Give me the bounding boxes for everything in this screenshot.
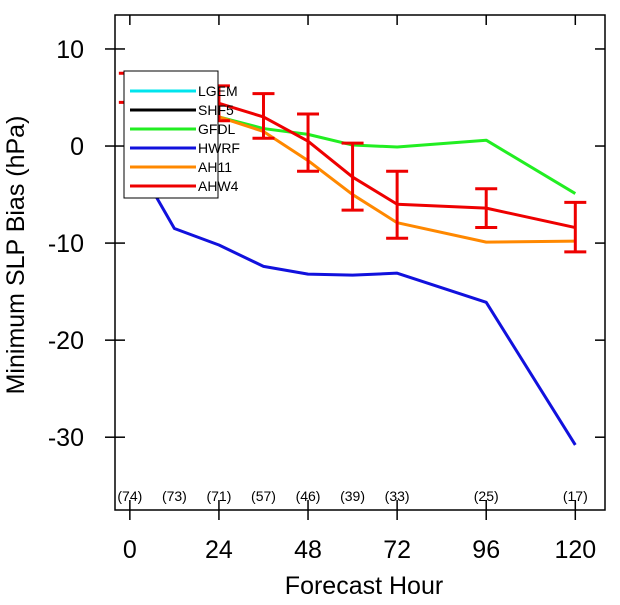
y-tick-label--20: -20 <box>48 327 84 355</box>
sample-count-96: (25) <box>474 488 499 504</box>
legend: LGEM SHF5 GFDL HWRF AH11 AHW4 <box>123 70 240 199</box>
x-tick-label-120: 120 <box>554 536 596 564</box>
sample-count-24: (71) <box>206 488 231 504</box>
y-tick-label--10: -10 <box>48 230 84 258</box>
sample-count-72: (33) <box>385 488 410 504</box>
y-tick-label--30: -30 <box>48 424 84 452</box>
sample-count-12: (73) <box>162 488 187 504</box>
plot-frame <box>114 14 606 511</box>
sample-count-48: (46) <box>296 488 321 504</box>
x-tick-label-72: 72 <box>383 536 411 564</box>
sample-count-0: (74) <box>117 488 142 504</box>
sample-counts: (74) (73) (71) (57) (46) (39) (33) (25) (17) <box>117 488 587 504</box>
legend-label-gfdl: GFDL <box>198 121 236 137</box>
x-tick-label-48: 48 <box>294 536 322 564</box>
legend-label-ah11: AH11 <box>198 159 232 175</box>
y-axis-title: Minimum SLP Bias (hPa) <box>2 116 30 395</box>
x-tick-label-96: 96 <box>472 536 500 564</box>
legend-label-hwrf: HWRF <box>198 140 240 156</box>
x-tick-label-24: 24 <box>205 536 233 564</box>
axis-ticks: 0 24 48 72 96 120 10 0 -10 -20 -30 <box>48 15 605 564</box>
legend-label-shf5: SHF5 <box>198 102 234 118</box>
sample-count-60: (39) <box>340 488 365 504</box>
y-tick-label-0: 0 <box>70 133 84 161</box>
x-tick-label-0: 0 <box>123 536 137 564</box>
x-axis-title: Forecast Hour <box>285 572 443 600</box>
sample-count-120: (17) <box>563 488 588 504</box>
sample-count-36: (57) <box>251 488 276 504</box>
y-tick-label-10: 10 <box>56 36 84 64</box>
legend-label-ahw4: AHW4 <box>198 178 239 194</box>
legend-label-lgem: LGEM <box>198 83 238 99</box>
series-line-hwrf <box>128 150 577 446</box>
